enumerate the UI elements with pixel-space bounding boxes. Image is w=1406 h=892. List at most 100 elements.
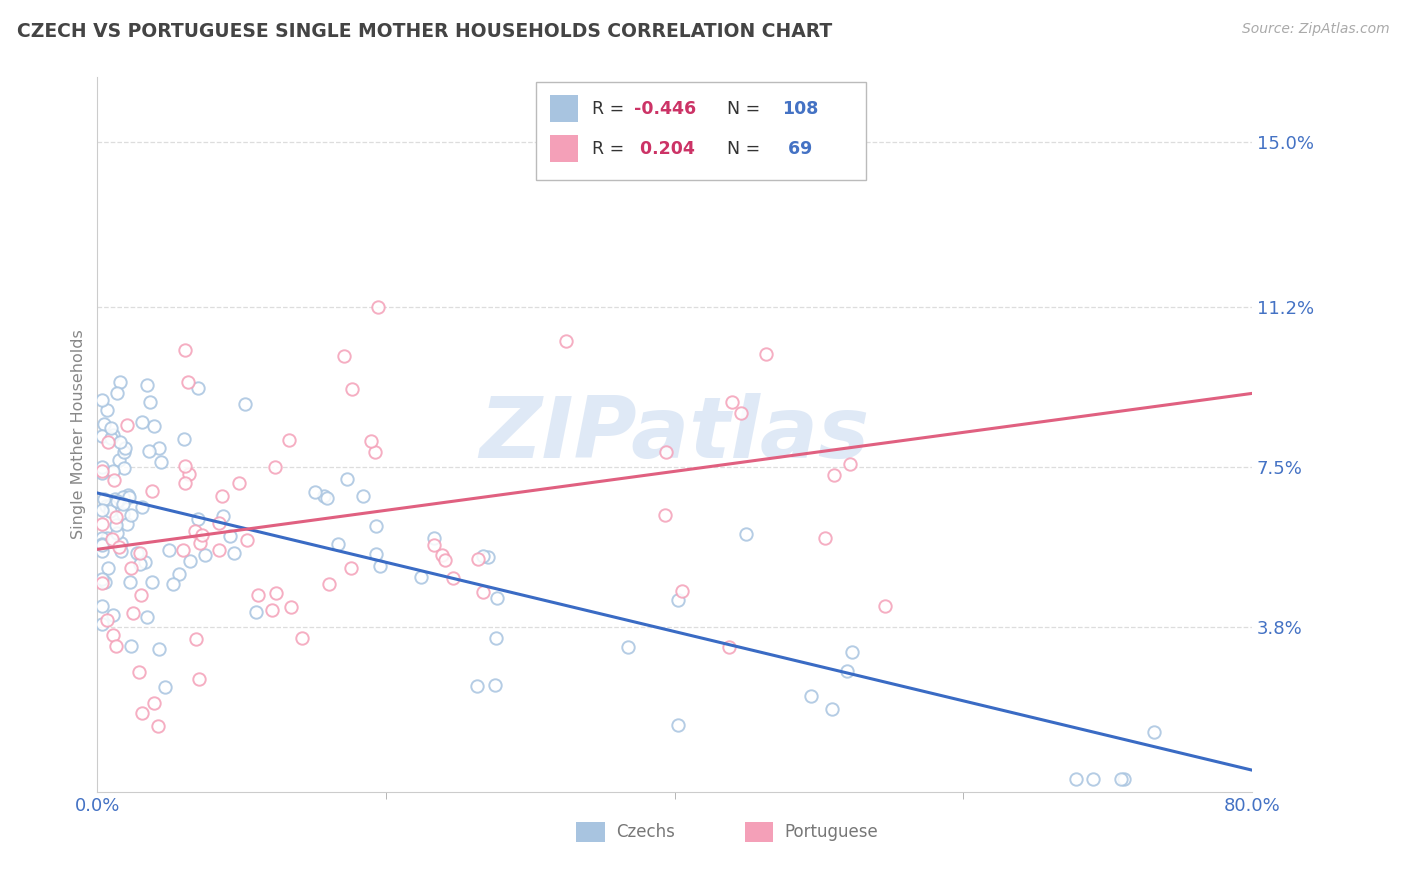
Point (120, 561, 142, 575)
Point (96, 531, 118, 545)
Text: -0.446: -0.446 (634, 100, 696, 118)
Point (190, 528, 212, 542)
Point (187, 512, 209, 526)
Point (117, 516, 139, 531)
Point (90, 537, 112, 551)
Point (167, 567, 190, 582)
Point (312, 490, 335, 504)
Point (441, 571, 464, 585)
Point (101, 608, 124, 623)
Point (188, 536, 211, 550)
Point (280, 599, 302, 614)
Point (141, 574, 163, 589)
Point (101, 464, 124, 478)
Point (187, 381, 209, 395)
Point (90, 531, 112, 545)
Point (111, 497, 134, 511)
Point (1064, 772, 1087, 786)
Point (91, 517, 114, 532)
Point (128, 665, 150, 680)
Point (172, 543, 194, 558)
Point (433, 553, 456, 567)
Point (423, 538, 446, 552)
Point (110, 536, 132, 550)
Point (409, 570, 432, 584)
Point (841, 645, 863, 659)
Text: ZIPatlas: ZIPatlas (479, 393, 870, 476)
Point (654, 508, 676, 522)
Point (364, 444, 387, 458)
Point (112, 445, 135, 459)
Point (120, 508, 142, 522)
Point (188, 672, 211, 686)
Point (360, 434, 382, 448)
Point (364, 519, 387, 533)
Point (129, 546, 152, 560)
Point (100, 431, 122, 445)
Point (247, 588, 270, 602)
Point (90, 544, 112, 558)
Point (555, 334, 578, 348)
Point (315, 491, 337, 505)
Point (162, 576, 184, 591)
Point (108, 376, 131, 390)
Point (97, 561, 120, 575)
Text: 108: 108 (782, 100, 818, 118)
Point (107, 493, 129, 508)
Point (108, 434, 131, 449)
Text: Portuguese: Portuguese (785, 822, 879, 841)
Point (142, 419, 165, 434)
Point (326, 537, 349, 551)
Point (260, 603, 283, 617)
Text: 69: 69 (782, 140, 813, 158)
Point (105, 385, 128, 400)
Point (222, 546, 245, 560)
Point (120, 639, 142, 653)
Point (98, 504, 121, 518)
Point (100, 421, 122, 435)
Point (100, 533, 122, 548)
Point (90, 599, 112, 613)
Point (177, 467, 200, 482)
Point (105, 525, 128, 540)
Point (485, 631, 508, 645)
Point (211, 489, 233, 503)
Point (157, 542, 180, 557)
Point (304, 484, 326, 499)
Point (467, 552, 489, 566)
Point (90, 464, 112, 478)
Point (1143, 725, 1166, 739)
Point (136, 378, 159, 392)
Point (471, 549, 494, 563)
Point (111, 490, 134, 504)
Text: N =: N = (716, 140, 766, 158)
Text: R =: R = (592, 100, 630, 118)
Point (368, 558, 391, 573)
Point (90, 575, 112, 590)
Point (94, 574, 117, 589)
Point (90, 467, 112, 481)
Point (734, 527, 756, 541)
Text: CZECH VS PORTUGUESE SINGLE MOTHER HOUSEHOLDS CORRELATION CHART: CZECH VS PORTUGUESE SINGLE MOTHER HOUSEH… (17, 22, 832, 41)
Text: 0.204: 0.204 (634, 140, 696, 158)
Point (835, 664, 858, 678)
Point (101, 628, 124, 642)
Point (138, 443, 160, 458)
Point (352, 489, 374, 503)
Point (477, 549, 499, 564)
Point (121, 606, 143, 620)
Point (134, 555, 156, 569)
Point (1109, 772, 1132, 786)
Point (141, 483, 163, 498)
Point (101, 428, 124, 442)
Point (821, 702, 844, 716)
Point (150, 455, 173, 469)
Point (114, 461, 136, 475)
Point (264, 586, 287, 600)
Point (666, 593, 689, 607)
Point (173, 458, 195, 473)
Point (94, 499, 117, 513)
Point (364, 547, 387, 561)
Point (96, 613, 118, 627)
Point (340, 383, 363, 397)
